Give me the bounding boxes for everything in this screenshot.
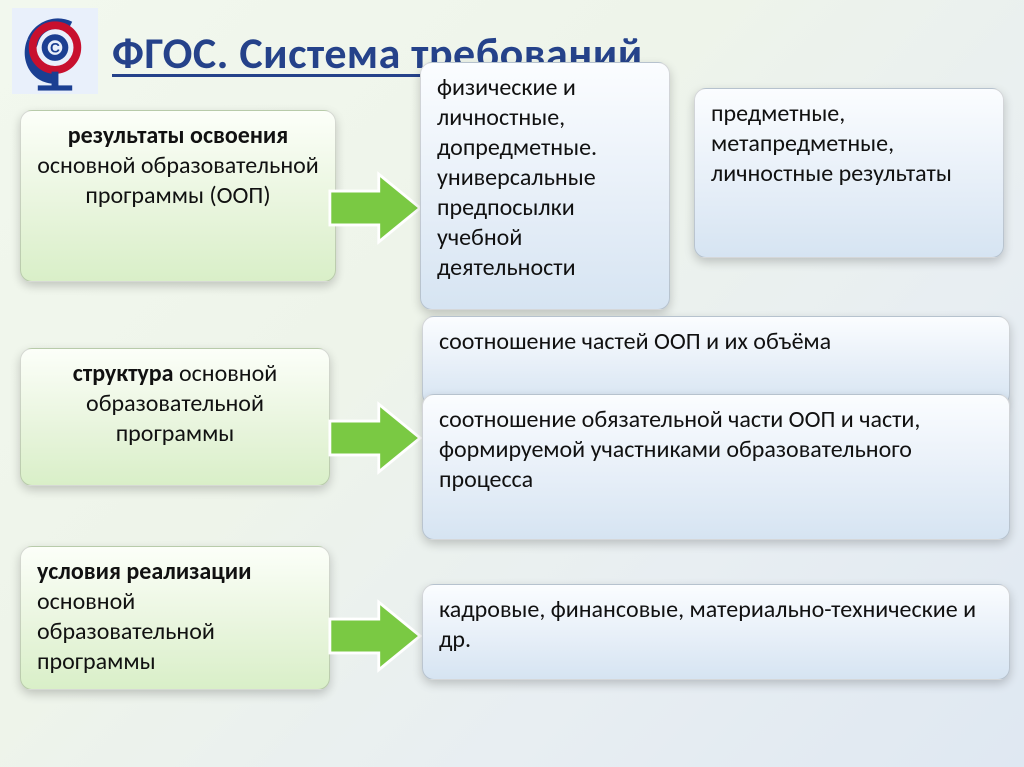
row1-output2-text: предметные, метапредметные, личностные р… — [711, 99, 952, 188]
row2-output1-text: соотношение частей ООП и их объёма — [439, 327, 831, 356]
row1-label-bold: результаты освоения — [68, 121, 289, 150]
row3-output1-box: кадровые, финансовые, материально-технич… — [422, 584, 1010, 680]
row2-label-bold: структура — [73, 359, 174, 388]
row1-label-box: результаты освоения основной образовател… — [20, 110, 336, 282]
row2-output1-box: соотношение частей ООП и их объёма — [422, 316, 1010, 406]
row1-output1-box: физические и личностные, допредметные. у… — [420, 62, 670, 310]
row3-label-box: условия реализации основной образователь… — [20, 546, 330, 690]
arrow-icon — [328, 400, 422, 476]
row3-output1-text: кадровые, финансовые, материально-технич… — [439, 595, 976, 654]
row1-output1-text: физические и личностные, допредметные. у… — [437, 73, 597, 282]
arrow-icon — [328, 170, 422, 246]
row1-output2-box: предметные, метапредметные, личностные р… — [694, 88, 1004, 258]
row2-output2-text: соотношение обязательной части ООП и час… — [439, 405, 920, 494]
row3-label-bold: условия реализации — [37, 557, 251, 586]
row2-label-box: структура основной образовательной прогр… — [20, 348, 330, 486]
row3-label-rest: основной образовательной программы — [37, 587, 215, 676]
arrow-icon — [328, 598, 422, 674]
row2-output2-box: соотношение обязательной части ООП и час… — [422, 394, 1010, 540]
row1-label-rest: основной образовательной программы (ООП) — [37, 151, 319, 210]
svg-text:C: C — [50, 41, 60, 56]
logo-icon: C — [10, 8, 100, 94]
